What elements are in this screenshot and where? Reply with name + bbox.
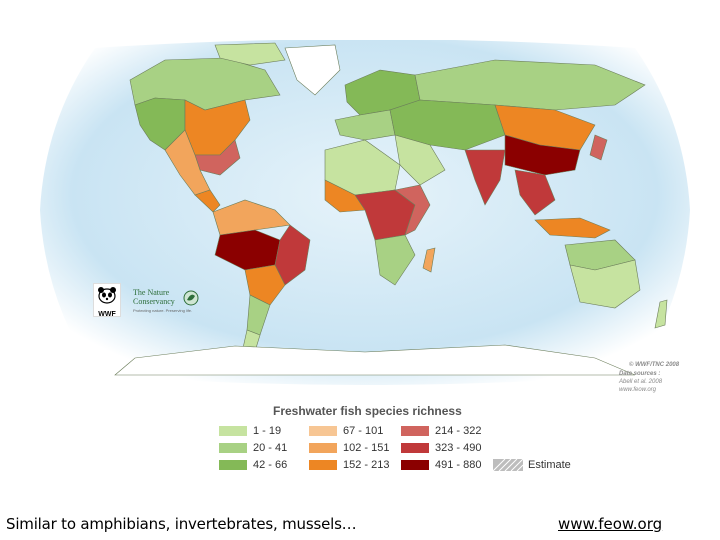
region-north-america-arctic bbox=[214, 42, 286, 66]
tnc-logo: The Nature Conservancy Protecting nature… bbox=[133, 288, 203, 316]
legend-label: 20 - 41 bbox=[253, 442, 288, 454]
legend-item-5: 102 - 151 bbox=[308, 441, 389, 455]
slide-caption: Similar to amphibians, invertebrates, mu… bbox=[6, 515, 357, 533]
region-new-zealand bbox=[654, 299, 668, 329]
legend-item-2: 20 - 41 bbox=[218, 441, 287, 455]
region-middle-east bbox=[394, 134, 446, 186]
legend-swatch bbox=[308, 425, 338, 437]
region-madagascar bbox=[422, 247, 436, 273]
legend-label: 42 - 66 bbox=[253, 459, 288, 471]
legend-swatch bbox=[308, 459, 338, 471]
legend-swatch bbox=[218, 442, 248, 454]
region-southern-africa bbox=[374, 234, 416, 286]
tnc-logo-text: The Nature Conservancy bbox=[133, 288, 175, 306]
region-mexico bbox=[164, 129, 211, 196]
leaf-globe-icon bbox=[183, 290, 199, 306]
legend-item-6: 152 - 213 bbox=[308, 458, 389, 472]
wwf-logo: WWF bbox=[93, 283, 121, 318]
legend-label: 102 - 151 bbox=[343, 442, 390, 454]
legend-swatch bbox=[218, 459, 248, 471]
feow-link[interactable]: www.feow.org bbox=[558, 515, 663, 533]
region-southeast-asia bbox=[514, 169, 556, 216]
tnc-tagline: Protecting nature. Preserving life. bbox=[133, 308, 193, 313]
region-china bbox=[504, 134, 581, 176]
legend-item-4: 67 - 101 bbox=[308, 424, 383, 438]
region-india bbox=[464, 149, 506, 206]
legend-item-9: 491 - 880 bbox=[400, 458, 481, 472]
legend-item-3: 42 - 66 bbox=[218, 458, 287, 472]
region-japan bbox=[589, 134, 608, 161]
legend-item-estimate: Estimate bbox=[493, 458, 571, 472]
world-map: WWF The Nature Conservancy Protecting na… bbox=[35, 40, 695, 393]
panda-icon bbox=[98, 287, 116, 304]
region-central-america bbox=[194, 189, 221, 213]
legend-label: 214 - 322 bbox=[435, 425, 482, 437]
legend-label: 67 - 101 bbox=[343, 425, 384, 437]
legend-label: 152 - 213 bbox=[343, 459, 390, 471]
legend-swatch bbox=[218, 425, 248, 437]
region-indonesia bbox=[534, 217, 611, 239]
legend-item-8: 323 - 490 bbox=[400, 441, 481, 455]
map-copyright: © WWF/TNC 2008 bbox=[629, 362, 680, 368]
legend-item-7: 214 - 322 bbox=[400, 424, 481, 438]
legend-title: Freshwater fish species richness bbox=[273, 404, 462, 418]
data-sources-citation: Abell et al. 2008 bbox=[619, 379, 663, 385]
legend-label: 323 - 490 bbox=[435, 442, 482, 454]
legend-label: 491 - 880 bbox=[435, 459, 482, 471]
region-south-america-central bbox=[244, 264, 286, 306]
legend-swatch bbox=[400, 425, 430, 437]
legend-swatch bbox=[400, 442, 430, 454]
data-sources-label: Data sources : bbox=[619, 371, 661, 377]
region-antarctica bbox=[114, 344, 636, 376]
legend-swatch bbox=[308, 442, 338, 454]
region-greenland bbox=[284, 44, 341, 96]
wwf-logo-text: WWF bbox=[98, 311, 116, 318]
region-west-africa bbox=[324, 179, 366, 213]
legend-estimate-label: Estimate bbox=[528, 459, 571, 471]
data-sources-url: www.feow.org bbox=[619, 387, 657, 393]
legend-label: 1 - 19 bbox=[253, 425, 282, 437]
feow-link-wrap[interactable]: www.feow.org bbox=[558, 515, 662, 533]
estimate-hatch-swatch bbox=[493, 459, 523, 471]
region-australia-south bbox=[569, 259, 641, 309]
map-legend: Freshwater fish species richness 1 - 19 … bbox=[218, 404, 578, 474]
map-svg bbox=[40, 40, 690, 385]
region-east-africa bbox=[394, 184, 431, 236]
legend-swatch bbox=[400, 459, 430, 471]
legend-item-1: 1 - 19 bbox=[218, 424, 281, 438]
